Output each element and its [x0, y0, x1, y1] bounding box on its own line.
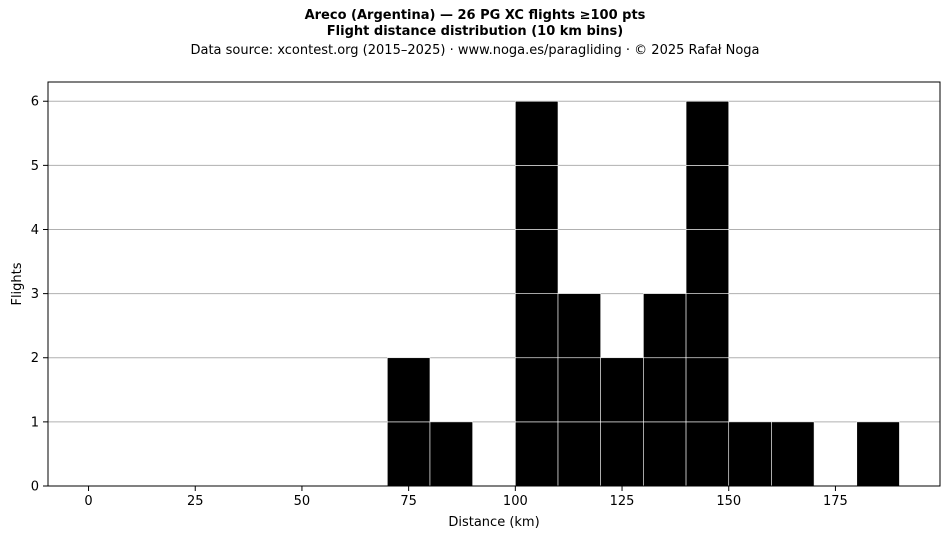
x-tick-label: 0	[84, 494, 92, 509]
histogram-bar-segment	[685, 100, 730, 166]
histogram-bar-segment	[600, 421, 644, 487]
x-tick-label: 175	[823, 494, 848, 509]
histogram-bar-segment	[685, 357, 730, 423]
histogram-bar-segment	[856, 421, 900, 487]
x-axis-label: Distance (km)	[448, 515, 539, 530]
x-tick-label: 50	[294, 494, 311, 509]
x-tick-label: 125	[610, 494, 635, 509]
histogram-bar-segment	[557, 357, 601, 423]
y-tick-label: 2	[31, 351, 39, 366]
histogram-bar-segment	[429, 421, 473, 487]
x-tick-label: 100	[503, 494, 528, 509]
histogram-bar-segment	[557, 421, 601, 487]
histogram-bar-segment	[515, 357, 559, 423]
histogram-bar-segment	[643, 293, 687, 359]
histogram-bar-segment	[515, 100, 559, 166]
histogram-bar-segment	[685, 421, 730, 487]
y-tick-label: 3	[31, 287, 39, 302]
histogram-bar-segment	[600, 357, 644, 423]
histogram-bar-segment	[515, 229, 559, 294]
histogram-bar-segment	[515, 165, 559, 230]
histogram-bar-segment	[685, 229, 730, 294]
x-tick-label: 75	[400, 494, 417, 509]
chart-subtitle: Flight distance distribution (10 km bins…	[326, 24, 624, 39]
grid-layer	[48, 100, 940, 423]
y-tick-label: 6	[31, 95, 39, 110]
ticks-layer: 0 25 50 75 100 125 150 175 0 1 2 3 4 5 6	[31, 95, 848, 509]
bars-layer	[387, 100, 900, 487]
chart-titles: Areco (Argentina) — 26 PG XC flights ≥10…	[0, 8, 950, 59]
y-tick-label: 1	[31, 415, 39, 430]
histogram-bar-segment	[557, 293, 601, 359]
histogram-bar-segment	[387, 357, 431, 423]
histogram-bar-segment	[515, 421, 559, 487]
plot-frame	[47, 81, 941, 487]
y-tick-label: 5	[31, 159, 39, 174]
chart-title: Areco (Argentina) — 26 PG XC flights ≥10…	[304, 8, 646, 23]
histogram-bar-segment	[515, 293, 559, 359]
x-tick-label: 25	[187, 494, 204, 509]
histogram-bar-segment	[685, 165, 730, 230]
y-tick-label: 4	[31, 223, 39, 238]
histogram-bar-segment	[771, 421, 815, 487]
histogram-bar-segment	[387, 421, 431, 487]
x-tick-label: 150	[716, 494, 741, 509]
histogram-bar-segment	[728, 421, 772, 487]
y-tick-label: 0	[31, 480, 39, 495]
histogram-bar-segment	[643, 357, 687, 423]
histogram-bar-segment	[643, 421, 687, 487]
y-axis-label: Flights	[10, 262, 25, 305]
histogram-bar-segment	[685, 293, 730, 359]
data-source-note: Data source: xcontest.org (2015–2025) · …	[190, 43, 760, 58]
